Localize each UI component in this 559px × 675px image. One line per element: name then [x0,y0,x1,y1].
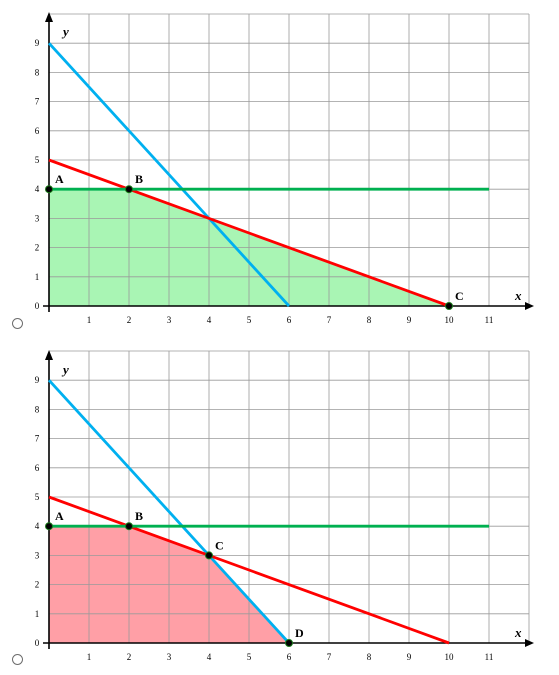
feasible-region-graph-2: 1 2 3 4 5 6 7 8 9 10 11 0 1 2 3 4 5 6 7 8 9 x y A B C D [35,350,534,662]
vertex-label-b: B [135,172,143,186]
radio-button-option-1[interactable] [12,318,23,329]
y-tick-label: 0 [35,301,40,311]
y-tick-label: 5 [35,155,40,165]
answer-option-2[interactable]: 1 2 3 4 5 6 7 8 9 10 11 0 1 2 3 4 5 6 7 8 9 x y A B C D [0,338,559,675]
y-tick-label: 2 [35,580,40,590]
x-tick-label: 5 [247,315,252,325]
vertex-point-a [45,522,53,531]
x-axis-arrow-icon [525,639,534,647]
vertex-point-c [445,302,453,310]
x-tick-label: 4 [207,315,212,325]
x-tick-label: 10 [445,652,455,662]
vertex-point-b [125,522,133,531]
y-tick-label: 8 [35,67,40,77]
x-tick-label: 6 [287,315,292,325]
x-tick-label: 8 [367,652,372,662]
vertex-point-a [45,185,53,194]
y-axis-label: y [61,24,69,39]
y-axis-label: y [61,362,69,377]
y-axis-arrow-icon [45,350,53,360]
constraint-line-2 [48,158,450,308]
feasible-region-graph-1: 1 2 3 4 5 6 7 8 9 10 11 0 1 2 3 4 5 6 7 8 9 x y A B C [35,12,534,325]
vertex-point-b [125,185,133,194]
x-tick-label: 11 [485,315,494,325]
x-tick-label: 3 [167,652,172,662]
x-tick-label: 11 [485,652,494,662]
y-tick-label: 5 [35,492,40,502]
x-tick-label: 7 [327,315,332,325]
radio-button-option-2[interactable] [12,654,23,665]
x-tick-label: 9 [407,652,412,662]
y-tick-label: 9 [35,38,40,48]
x-tick-label: 1 [87,652,92,662]
grid [49,13,530,306]
y-tick-label: 1 [35,609,40,619]
x-tick-label: 7 [327,652,332,662]
x-tick-label: 6 [287,652,292,662]
vertex-label-a: A [55,509,64,523]
x-tick-label: 3 [167,315,172,325]
y-tick-label: 2 [35,243,40,253]
y-tick-label: 4 [35,521,40,531]
y-axis-arrow-icon [45,12,53,22]
y-tick-label: 7 [35,97,40,107]
vertex-label-c: C [455,289,464,303]
x-tick-label: 2 [127,315,132,325]
x-axis-label: x [514,288,522,303]
y-tick-label: 7 [35,434,40,444]
x-axis-arrow-icon [525,302,534,310]
x-tick-label: 8 [367,315,372,325]
y-tick-label: 9 [35,375,40,385]
vertex-point-d [285,639,293,647]
vertex-point-c [205,551,213,560]
y-tick-label: 0 [35,638,40,648]
y-tick-label: 1 [35,272,40,282]
y-tick-label: 4 [35,184,40,194]
answer-option-1[interactable]: 1 2 3 4 5 6 7 8 9 10 11 0 1 2 3 4 5 6 7 8 9 x y A B C [0,0,559,337]
constraint-line-1 [47,379,291,644]
x-tick-label: 5 [247,652,252,662]
x-tick-label: 10 [445,315,455,325]
y-tick-label: 8 [35,404,40,414]
x-tick-label: 4 [207,652,212,662]
y-tick-label: 6 [35,463,40,473]
y-tick-label: 3 [35,213,40,223]
y-tick-label: 3 [35,550,40,560]
vertex-label-a: A [55,172,64,186]
vertex-label-b: B [135,509,143,523]
x-tick-label: 2 [127,652,132,662]
vertex-label-c: C [215,538,224,552]
constraint-line-1 [47,42,291,307]
vertex-label-d: D [295,626,304,640]
y-tick-label: 6 [35,126,40,136]
constraint-line-2 [48,495,450,645]
x-axis-label: x [514,625,522,640]
x-tick-label: 9 [407,315,412,325]
x-tick-label: 1 [87,315,92,325]
